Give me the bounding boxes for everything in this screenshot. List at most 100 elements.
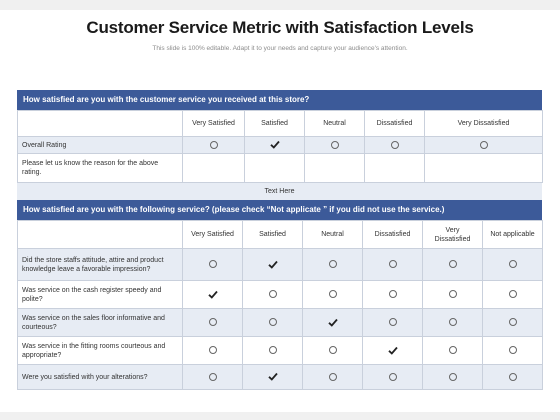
middle-text-row: Text Here bbox=[17, 183, 542, 200]
column-header-label: Neutral bbox=[323, 120, 346, 127]
radio-circle-icon[interactable] bbox=[479, 140, 488, 149]
radio-circle-icon[interactable] bbox=[208, 372, 217, 381]
radio-circle-icon[interactable] bbox=[209, 140, 218, 149]
radio-circle-icon[interactable] bbox=[448, 372, 457, 381]
rating-option-cell bbox=[482, 364, 543, 390]
row-label: Overall Rating bbox=[22, 141, 67, 149]
rating-option-cell bbox=[302, 364, 363, 390]
rating-option-cell bbox=[242, 364, 303, 390]
bottom-frame-band bbox=[0, 412, 560, 420]
column-header-label: Very Dissatisfied bbox=[457, 120, 510, 127]
row-label: Did the store staffs attitude, attire an… bbox=[22, 256, 164, 273]
rating-option-cell bbox=[422, 364, 483, 390]
rating-option-cell bbox=[362, 364, 423, 390]
rating-option-cell bbox=[422, 248, 483, 281]
table-row: Were you satisfied with your alterations… bbox=[17, 364, 543, 390]
radio-circle-icon[interactable] bbox=[268, 318, 277, 327]
column-header-label: Satisfied bbox=[259, 231, 286, 238]
column-header: Neutral bbox=[302, 220, 363, 249]
radio-circle-icon[interactable] bbox=[268, 290, 277, 299]
radio-circle-icon[interactable] bbox=[268, 346, 277, 355]
rating-option-cell bbox=[244, 153, 305, 183]
column-header: Very Satisfied bbox=[182, 110, 245, 137]
row-question-label: Was service in the fitting rooms courteo… bbox=[17, 336, 183, 365]
section1-question-header: How satisfied are you with the customer … bbox=[17, 90, 542, 110]
radio-circle-icon[interactable] bbox=[388, 290, 397, 299]
checkmark-icon[interactable] bbox=[269, 140, 280, 150]
radio-circle-icon[interactable] bbox=[328, 346, 337, 355]
column-header-label: Very Satisfied bbox=[191, 231, 234, 238]
rating-option-cell bbox=[422, 280, 483, 309]
column-header-label: Dissatisfied bbox=[374, 231, 411, 238]
checkmark-icon[interactable] bbox=[327, 318, 338, 327]
rating-option-cell bbox=[482, 308, 543, 337]
radio-circle-icon[interactable] bbox=[508, 346, 517, 355]
column-header: Dissatisfied bbox=[362, 220, 423, 249]
checkmark-icon[interactable] bbox=[267, 260, 278, 269]
checkmark-icon[interactable] bbox=[267, 372, 278, 382]
rating-option-cell bbox=[182, 308, 243, 337]
rating-option-cell bbox=[424, 153, 543, 183]
radio-circle-icon[interactable] bbox=[208, 260, 217, 269]
radio-circle-icon[interactable] bbox=[388, 318, 397, 327]
radio-circle-icon[interactable] bbox=[328, 260, 337, 269]
radio-circle-icon[interactable] bbox=[388, 372, 397, 381]
rating-option-cell bbox=[302, 248, 363, 281]
radio-circle-icon[interactable] bbox=[448, 346, 457, 355]
column-header: Dissatisfied bbox=[364, 110, 425, 137]
rating-option-cell bbox=[182, 364, 243, 390]
column-header: Very Dissatisfied bbox=[424, 110, 543, 137]
rating-option-cell bbox=[182, 153, 245, 183]
radio-circle-icon[interactable] bbox=[448, 318, 457, 327]
row-question-label: Was service on the sales floor informati… bbox=[17, 308, 183, 337]
column-header-label: Very Dissatisfied bbox=[434, 226, 471, 243]
rating-option-cell bbox=[422, 336, 483, 365]
radio-circle-icon[interactable] bbox=[330, 140, 339, 149]
radio-circle-icon[interactable] bbox=[448, 290, 457, 299]
column-header-row: Very Satisfied Satisfied Neutral Dissatisfi… bbox=[17, 110, 543, 137]
radio-circle-icon[interactable] bbox=[388, 260, 397, 269]
column-header-label: Satisfied bbox=[261, 120, 288, 127]
column-header: Not applicable bbox=[482, 220, 543, 249]
radio-circle-icon[interactable] bbox=[508, 260, 517, 269]
row-question-label: Overall Rating bbox=[17, 136, 183, 154]
rating-option-cell bbox=[242, 248, 303, 281]
column-header: Very Dissatisfied bbox=[422, 220, 483, 249]
radio-circle-icon[interactable] bbox=[328, 290, 337, 299]
column-header-label: Not applicable bbox=[490, 231, 535, 238]
section1-rating-table: Very Satisfied Satisfied Neutral Dissatisfi… bbox=[17, 110, 543, 183]
rating-option-cell bbox=[182, 248, 243, 281]
radio-circle-icon[interactable] bbox=[508, 318, 517, 327]
section2-rating-table: Very Satisfied Satisfied Neutral Dissatisfi… bbox=[17, 220, 543, 390]
top-frame-band bbox=[0, 0, 560, 10]
radio-circle-icon[interactable] bbox=[508, 372, 517, 381]
row-label: Were you satisfied with your alterations… bbox=[22, 373, 148, 381]
column-header: Very Satisfied bbox=[182, 220, 243, 249]
radio-circle-icon[interactable] bbox=[390, 140, 399, 149]
rating-option-cell bbox=[364, 153, 425, 183]
radio-circle-icon[interactable] bbox=[508, 290, 517, 299]
checkmark-icon[interactable] bbox=[387, 346, 398, 355]
checkmark-icon[interactable] bbox=[207, 290, 218, 299]
radio-circle-icon[interactable] bbox=[328, 372, 337, 381]
column-header-label: Neutral bbox=[321, 231, 344, 238]
row-question-label: Did the store staffs attitude, attire an… bbox=[17, 248, 183, 281]
header-blank-cell bbox=[17, 220, 183, 249]
column-header: Neutral bbox=[304, 110, 365, 137]
row-label: Was service in the fitting rooms courteo… bbox=[22, 342, 166, 359]
radio-circle-icon[interactable] bbox=[208, 318, 217, 327]
rating-option-cell bbox=[362, 336, 423, 365]
row-question-label: Were you satisfied with your alterations… bbox=[17, 364, 183, 390]
rating-option-cell bbox=[182, 336, 243, 365]
row-question-label: Please let us know the reason for the ab… bbox=[17, 153, 183, 183]
rating-option-cell bbox=[302, 280, 363, 309]
column-header-label: Very Satisfied bbox=[192, 120, 235, 127]
rating-option-cell bbox=[242, 280, 303, 309]
column-header: Satisfied bbox=[244, 110, 305, 137]
radio-circle-icon[interactable] bbox=[448, 260, 457, 269]
radio-circle-icon[interactable] bbox=[208, 346, 217, 355]
row-label: Was service on the cash register speedy … bbox=[22, 286, 162, 303]
rating-option-cell bbox=[362, 280, 423, 309]
rating-option-cell bbox=[304, 153, 365, 183]
rating-option-cell bbox=[304, 136, 365, 154]
